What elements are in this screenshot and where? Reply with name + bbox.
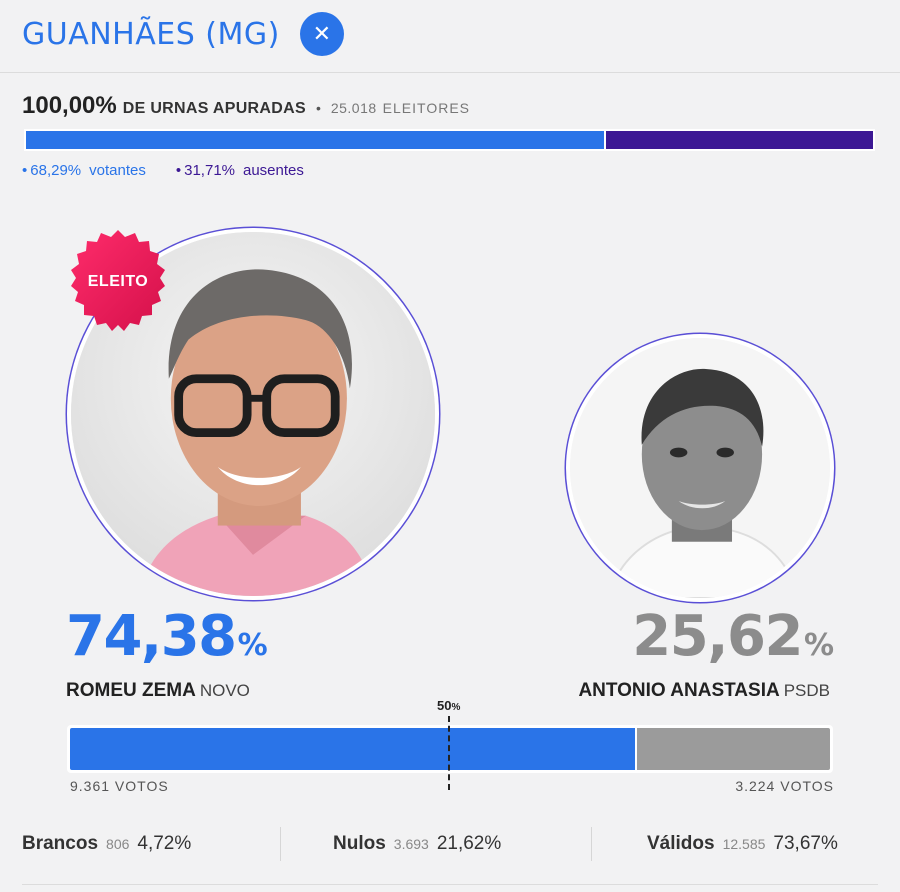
candidate-votes-2: 3.224 VOTOS: [735, 778, 834, 794]
stat-divider: [591, 827, 592, 861]
legend-bullet: •: [22, 162, 28, 179]
legend-absent: • 31,71% ausentes: [176, 162, 304, 179]
stat-label: Brancos: [22, 833, 99, 854]
fifty-number: 50: [437, 698, 452, 713]
percent-value: 74,38: [66, 604, 237, 669]
portrait-icon: [570, 338, 830, 598]
divider: [0, 72, 900, 73]
stat-divider: [280, 827, 281, 861]
voters-label: votantes: [89, 162, 146, 179]
elected-label: ELEITO: [87, 273, 149, 290]
percent-value: 25,62: [632, 604, 803, 669]
legend-bullet: •: [175, 162, 182, 179]
elected-badge: ELEITO: [64, 228, 172, 336]
candidate-name-2: ANTONIO ANASTASIA PSDB: [578, 680, 830, 702]
legend-voters: • 68,29% votantes: [22, 162, 146, 179]
vote-stats: Brancos 806 4,72% Nulos 3.693 21,62% Vál…: [22, 826, 878, 862]
fifty-percent-marker: [448, 716, 450, 790]
voters-percent: 68,29%: [30, 162, 82, 179]
turnout-absent-fill: [604, 131, 873, 149]
turnout-voters-fill: [26, 131, 605, 149]
apuracao-summary: 100,00% DE URNAS APURADAS • 25.018 ELEIT…: [22, 92, 470, 120]
stat-percent: 21,62%: [436, 833, 502, 854]
percent-sign: %: [237, 628, 268, 663]
vote-share-fill-1: [70, 728, 636, 770]
stat-validos: Válidos 12.585 73,67%: [647, 833, 838, 855]
fifty-percent-label: 50%: [437, 698, 460, 713]
stat-label: Válidos: [647, 833, 715, 854]
absent-label: ausentes: [243, 162, 304, 179]
badge-seal-icon: [71, 230, 165, 331]
stat-label: Nulos: [333, 833, 386, 854]
candidate-votes-1: 9.361 VOTOS: [70, 778, 169, 794]
stat-brancos: Brancos 806 4,72%: [22, 833, 191, 855]
candidate-percent-2: 25,62%: [632, 604, 834, 669]
header: GUANHÃES (MG) ✕: [22, 12, 344, 56]
divider: [22, 884, 878, 885]
stat-count: 3.693: [393, 836, 429, 852]
turnout-legend: • 68,29% votantes • 31,71% ausentes: [22, 162, 334, 179]
candidate-percent-1: 74,38%: [66, 604, 268, 669]
separator-dot: •: [315, 100, 321, 116]
candidate-party: PSDB: [783, 681, 830, 700]
stat-percent: 4,72%: [137, 833, 192, 854]
close-button[interactable]: ✕: [299, 12, 344, 56]
candidate-name-1: ROMEU ZEMA NOVO: [66, 680, 250, 702]
electors-count: 25.018: [330, 100, 377, 116]
candidate-party: NOVO: [199, 681, 250, 700]
apuracao-percent: 100,00%: [22, 92, 117, 119]
electors-label: ELEITORES: [382, 100, 470, 116]
vote-share-fill-2: [635, 728, 830, 770]
candidate-photo-antonio-anastasia: [566, 334, 834, 602]
fifty-unit: %: [451, 702, 461, 713]
absent-percent: 31,71%: [184, 162, 235, 179]
stat-count: 12.585: [722, 836, 766, 852]
stat-count: 806: [106, 836, 130, 852]
city-title: GUANHÃES (MG): [22, 16, 280, 52]
percent-sign: %: [803, 628, 834, 663]
vote-share-bar: [67, 725, 833, 773]
candidate-name: ROMEU ZEMA: [66, 680, 196, 701]
turnout-bar: [24, 129, 875, 151]
stat-percent: 73,67%: [773, 833, 838, 854]
apuracao-label: DE URNAS APURADAS: [122, 100, 306, 117]
close-icon: ✕: [312, 21, 332, 46]
candidate-name: ANTONIO ANASTASIA: [578, 680, 780, 701]
stat-nulos: Nulos 3.693 21,62%: [333, 833, 501, 855]
